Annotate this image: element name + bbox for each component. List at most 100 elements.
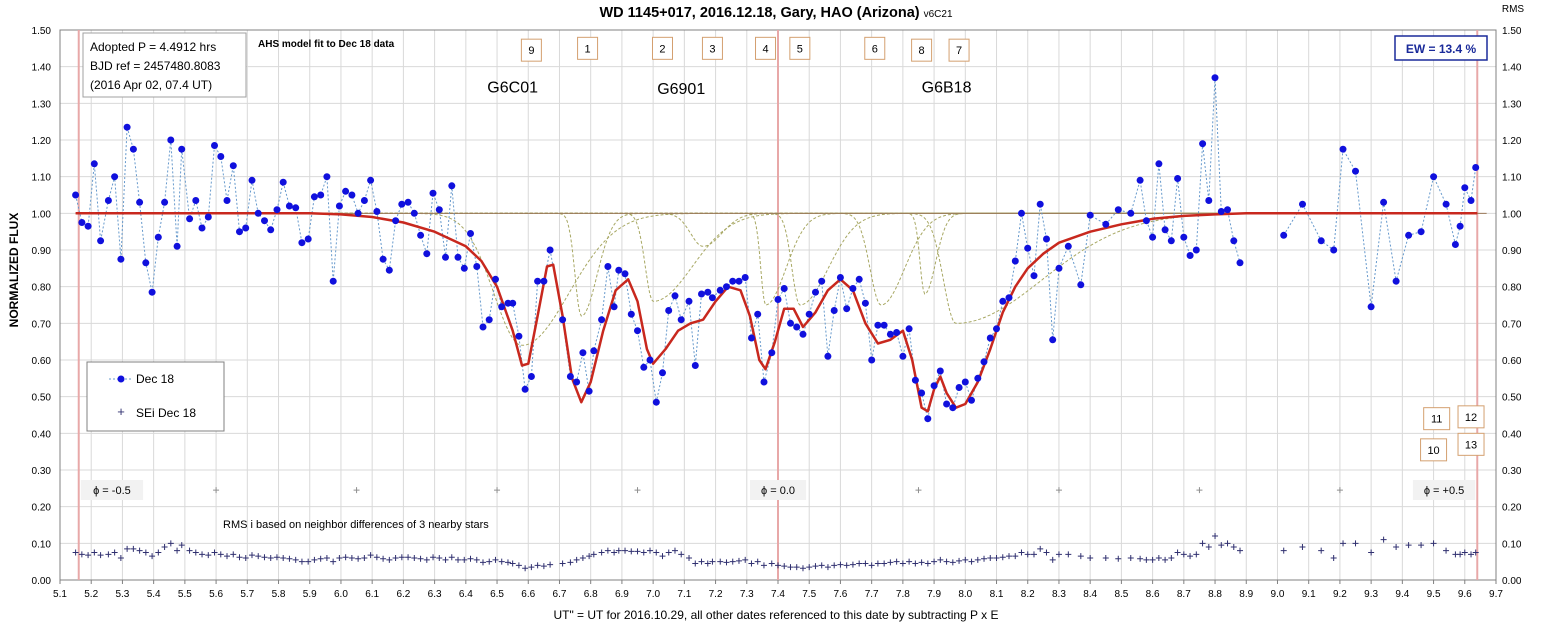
legend-label-sei: SEi Dec 18 [136, 406, 196, 420]
data-point [1217, 208, 1225, 215]
dip-marker-label: 10 [1427, 445, 1439, 457]
sei-rms-points [72, 533, 1479, 572]
rms-point [812, 563, 819, 570]
rms-point [149, 553, 156, 560]
x-tick-label: 7.5 [802, 589, 816, 600]
rms-point [598, 549, 605, 556]
rms-point [999, 554, 1006, 561]
dip-marker-box [651, 36, 673, 60]
x-tick-label: 9.3 [1364, 589, 1378, 600]
rms-point [1049, 556, 1056, 563]
rms-point [1115, 555, 1122, 562]
data-point [905, 325, 913, 333]
rms-point [97, 552, 104, 559]
data-point [97, 237, 105, 245]
data-point [298, 239, 306, 247]
dip-marker-label: 13 [1465, 439, 1477, 451]
data-point [918, 389, 926, 397]
rms-point [261, 554, 268, 561]
rms-point [1143, 556, 1150, 563]
x-tick-label: 9.0 [1271, 589, 1285, 600]
x-tick-label: 6.7 [553, 589, 567, 600]
data-point [780, 285, 788, 292]
legend-marker-dec18 [117, 375, 125, 383]
data-point [1142, 217, 1150, 225]
rms-point [586, 553, 593, 560]
data-point [229, 162, 237, 170]
data-point [279, 178, 287, 186]
data-point [955, 384, 963, 391]
rms-point [1205, 544, 1212, 550]
rms-point [178, 542, 185, 549]
rms-point [136, 547, 143, 554]
data-point [273, 206, 281, 214]
data-point [949, 404, 957, 412]
data-point [211, 142, 218, 149]
data-point [236, 228, 243, 236]
data-point [1367, 303, 1375, 311]
rms-point [981, 555, 988, 562]
group-label: G6B18 [922, 79, 972, 96]
data-point [485, 316, 493, 324]
dip-marker-box [1420, 438, 1448, 462]
chart-title: WD 1145+017, 2016.12.18, Gary, HAO (Ariz… [599, 5, 952, 21]
data-point [886, 330, 894, 338]
data-point [760, 378, 768, 386]
dip-marker-box [789, 36, 811, 60]
rms-point [167, 540, 174, 547]
rms-point [818, 562, 825, 569]
dip-marker-label: 11 [1431, 414, 1442, 426]
data-point [943, 400, 951, 408]
rms-point [1280, 547, 1287, 554]
data-point [999, 297, 1007, 305]
data-point [1405, 231, 1413, 239]
y-tick-label-right: 0.10 [1502, 539, 1522, 550]
data-point [1199, 140, 1207, 148]
data-point [142, 259, 150, 267]
rms-point [1193, 551, 1200, 558]
data-point [129, 145, 137, 153]
rms-point [1461, 549, 1468, 556]
rms-point [1457, 551, 1464, 558]
data-point [1018, 209, 1025, 217]
rms-point [748, 560, 755, 567]
x-tick-label: 6.9 [615, 589, 629, 600]
rms-point [217, 551, 224, 558]
rms-point [849, 561, 856, 568]
data-point [417, 231, 425, 239]
rms-point [1368, 549, 1375, 556]
rms-point [1443, 547, 1450, 554]
rms-point [912, 560, 919, 567]
x-tick-label: 6.4 [459, 589, 473, 600]
rms-point [547, 561, 554, 568]
rms-point [1187, 553, 1194, 560]
rms-point [1199, 540, 1206, 547]
y-tick-label-right: 0.20 [1502, 503, 1522, 514]
rms-point [793, 564, 800, 571]
rms-point [1405, 542, 1412, 549]
data-point [1280, 231, 1288, 239]
data-point [1451, 241, 1459, 248]
data-point [1211, 74, 1219, 82]
x-tick-label: 8.2 [1021, 589, 1035, 600]
data-point [492, 275, 499, 283]
y-tick-label-left: 0.30 [32, 466, 52, 477]
rms-point [735, 557, 742, 564]
rms-point [1318, 547, 1325, 554]
rms-point [430, 554, 437, 561]
dip-marker-label: 2 [659, 43, 665, 55]
rms-point [355, 555, 362, 562]
x-tick-label: 7.6 [833, 589, 847, 600]
dip-marker-box [755, 36, 777, 60]
x-tick-label: 8.1 [990, 589, 1004, 600]
y-tick-label-right: 1.50 [1502, 26, 1522, 37]
rms-point [367, 552, 374, 559]
data-point [1456, 222, 1464, 230]
rms-point [692, 560, 699, 567]
rms-point [1224, 540, 1231, 547]
phase-label-box [1412, 480, 1476, 500]
data-point [1380, 198, 1388, 206]
group-label: G6901 [657, 81, 705, 98]
rms-point [924, 560, 931, 567]
data-point [423, 250, 431, 258]
